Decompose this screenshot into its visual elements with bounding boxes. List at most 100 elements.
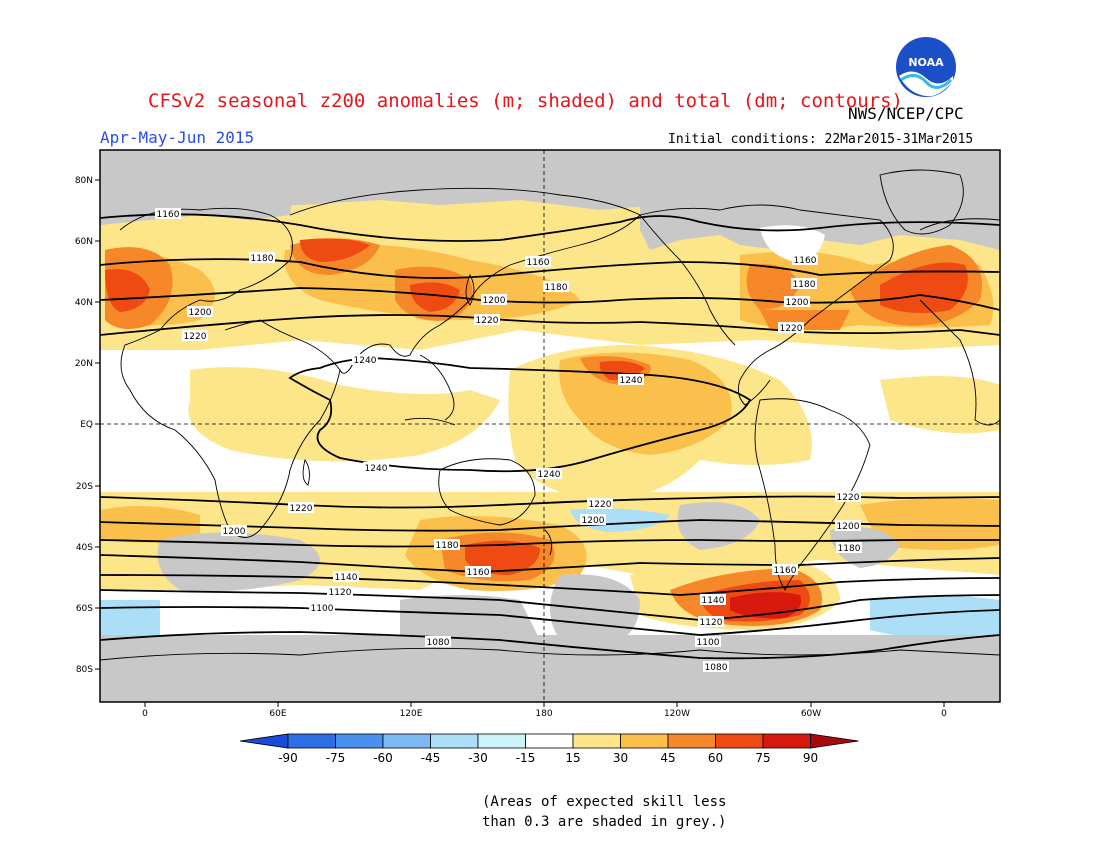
latitude-axis: 80N 60N 40N 20N EQ 20S 40S 60S 80S — [75, 176, 100, 675]
lat-label: 80N — [75, 176, 93, 186]
svg-text:1180: 1180 — [436, 541, 459, 551]
anomaly-15-30 — [100, 165, 1000, 630]
colorbar-label: -90 — [278, 751, 298, 765]
colorbar-segment — [572, 733, 621, 749]
svg-text:1200: 1200 — [189, 308, 212, 318]
colorbar-segment — [382, 733, 431, 749]
colorbar-label: 30 — [613, 751, 628, 765]
anomaly-30-45 — [100, 244, 1000, 591]
contour-label: 1080 — [703, 661, 729, 673]
contour-label: 1180 — [836, 542, 862, 554]
contour-label: 1220 — [288, 502, 314, 514]
svg-text:1100: 1100 — [311, 604, 334, 614]
colorbar-segment — [335, 733, 384, 749]
svg-text:1160: 1160 — [467, 568, 490, 578]
svg-text:1180: 1180 — [251, 254, 274, 264]
contour-label: 1200 — [481, 294, 507, 306]
svg-text:1200: 1200 — [483, 296, 506, 306]
contour-labels: 1160 1180 1200 1220 1240 1200 1220 1160 1180 1240… — [155, 208, 862, 673]
contour-label: 1220 — [587, 498, 613, 510]
svg-text:NOAA: NOAA — [908, 56, 944, 69]
svg-text:1160: 1160 — [527, 258, 550, 268]
map-frame — [99, 149, 1001, 703]
lon-label: 60E — [269, 709, 286, 719]
lon-label: 120W — [664, 709, 690, 719]
lon-label: 120E — [400, 709, 423, 719]
contour-label: 1240 — [352, 354, 378, 366]
lon-label: 60W — [801, 709, 821, 719]
contour-label: 1200 — [784, 296, 810, 308]
lat-label: 60N — [75, 237, 93, 247]
initial-conditions-label: Initial conditions: 22Mar2015-31Mar2015 — [668, 132, 974, 147]
lon-label: 0 — [142, 709, 148, 719]
contour-label: 1240 — [363, 462, 389, 474]
anomaly-60-75 — [105, 238, 968, 622]
contour-label: 1200 — [221, 525, 247, 537]
svg-text:1220: 1220 — [184, 332, 207, 342]
colorbar-arrow-left — [239, 733, 289, 749]
svg-text:1200: 1200 — [786, 298, 809, 308]
svg-text:1200: 1200 — [223, 527, 246, 537]
svg-text:1220: 1220 — [837, 493, 860, 503]
total-height-contours — [100, 213, 1000, 660]
contour-label: 1180 — [434, 539, 460, 551]
colorbar-label: 75 — [755, 751, 770, 765]
coastlines — [100, 169, 1000, 661]
svg-text:1100: 1100 — [697, 638, 720, 648]
low-skill-mask — [100, 150, 1000, 702]
svg-text:1220: 1220 — [290, 504, 313, 514]
lat-label: 20S — [76, 482, 93, 492]
svg-text:1240: 1240 — [354, 356, 377, 366]
colorbar: -90 -75 -60 -45 -30 -15 15 30 45 60 75 90 — [239, 733, 859, 765]
chart-title: CFSv2 seasonal z200 anomalies (m; shaded… — [148, 90, 903, 112]
contour-label: 1180 — [543, 281, 569, 293]
contour-label: 1180 — [791, 278, 817, 290]
colorbar-label: 90 — [803, 751, 818, 765]
colorbar-segment — [430, 733, 479, 749]
colorbar-label: 45 — [660, 751, 675, 765]
svg-text:1200: 1200 — [582, 516, 605, 526]
skill-footnote: (Areas of expected skill less than 0.3 a… — [482, 792, 726, 832]
colorbar-label: -60 — [373, 751, 393, 765]
contour-label: 1220 — [778, 322, 804, 334]
contour-label: 1160 — [772, 564, 798, 576]
colorbar-segment — [762, 733, 811, 749]
colorbar-label: -75 — [326, 751, 346, 765]
lat-label: EQ — [80, 420, 93, 430]
contour-label: 1160 — [155, 208, 181, 220]
contour-label: 1120 — [327, 586, 353, 598]
colorbar-label: -30 — [468, 751, 488, 765]
lat-label: 80S — [76, 665, 93, 675]
contour-label: 1100 — [695, 636, 721, 648]
contour-label: 1220 — [182, 330, 208, 342]
lat-label: 40S — [76, 543, 93, 553]
contour-label: 1120 — [698, 616, 724, 628]
svg-text:1240: 1240 — [365, 464, 388, 474]
svg-text:1240: 1240 — [620, 376, 643, 386]
contour-label: 1140 — [700, 594, 726, 606]
contour-label: 1220 — [474, 314, 500, 326]
svg-text:1220: 1220 — [780, 324, 803, 334]
lat-label: 40N — [75, 298, 93, 308]
season-label: Apr-May-Jun 2015 — [100, 128, 255, 147]
footnote-line-1: (Areas of expected skill less — [482, 794, 727, 810]
svg-text:1220: 1220 — [476, 316, 499, 326]
svg-text:1140: 1140 — [702, 596, 725, 606]
contour-label: 1200 — [835, 520, 861, 532]
colorbar-segment — [525, 733, 574, 749]
lat-label: 20N — [75, 359, 93, 369]
colorbar-segment — [715, 733, 764, 749]
svg-text:1080: 1080 — [427, 638, 450, 648]
colorbar-segment — [287, 733, 336, 749]
svg-text:1120: 1120 — [329, 588, 352, 598]
contour-label: 1160 — [792, 254, 818, 266]
colorbar-label: -15 — [516, 751, 536, 765]
contour-label: 1200 — [187, 306, 213, 318]
svg-text:1180: 1180 — [793, 280, 816, 290]
colorbar-label: 15 — [565, 751, 580, 765]
agency-label: NWS/NCEP/CPC — [848, 104, 964, 123]
colorbar-segment — [620, 733, 669, 749]
contour-label: 1160 — [525, 256, 551, 268]
anomaly-75-90 — [730, 592, 801, 619]
svg-text:1180: 1180 — [838, 544, 861, 554]
